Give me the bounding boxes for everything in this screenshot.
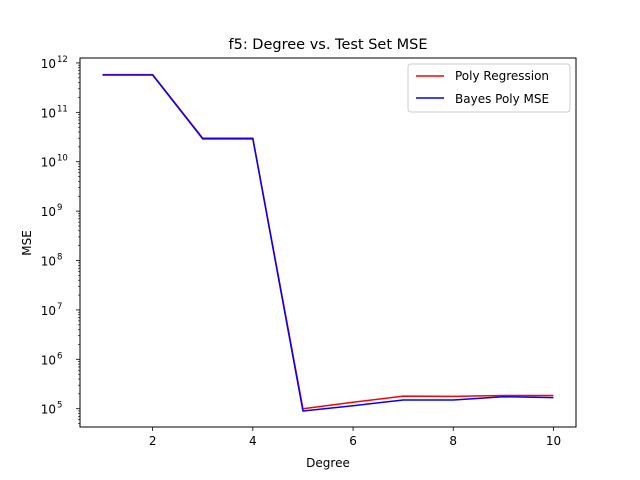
y-axis-label: MSE [20, 230, 34, 256]
y-tick-label: 10 [41, 106, 56, 120]
series-line-bayes-poly-mse [102, 74, 554, 412]
y-tick-exponent: 6 [57, 351, 62, 361]
y-tick-exponent: 9 [57, 203, 62, 213]
y-tick-label: 10 [41, 156, 56, 170]
y-tick-exponent: 5 [57, 401, 62, 411]
y-tick-label: 10 [41, 57, 56, 71]
chart-title: f5: Degree vs. Test Set MSE [228, 37, 427, 53]
legend-label-poly-regression: Poly Regression [455, 69, 549, 83]
y-tick-exponent: 11 [57, 104, 68, 114]
x-tick-label: 6 [349, 434, 357, 448]
y-tick-exponent: 12 [57, 55, 68, 65]
x-tick-label: 2 [149, 434, 157, 448]
y-tick-label: 10 [41, 353, 56, 367]
legend-label-bayes-poly-mse: Bayes Poly MSE [455, 92, 549, 106]
legend-box [407, 63, 571, 113]
y-tick-label: 10 [41, 304, 56, 318]
x-tick-label: 10 [546, 434, 561, 448]
y-tick-exponent: 7 [57, 302, 62, 312]
y-tick-label: 10 [41, 255, 56, 269]
plot-area [102, 73, 554, 412]
y-tick-exponent: 8 [57, 253, 62, 263]
y-tick-exponent: 10 [57, 154, 68, 164]
x-tick-label: 8 [449, 434, 457, 448]
legend: Poly Regression Bayes Poly MSE [407, 63, 571, 113]
plot-frame [79, 57, 577, 428]
x-tick-label: 4 [249, 434, 257, 448]
x-axis-label: Degree [306, 456, 350, 470]
y-tick-label: 10 [41, 403, 56, 417]
x-axis: 2 4 6 8 10 [149, 427, 561, 448]
y-tick-label: 10 [41, 205, 56, 219]
series-line-poly-regression [102, 73, 554, 410]
